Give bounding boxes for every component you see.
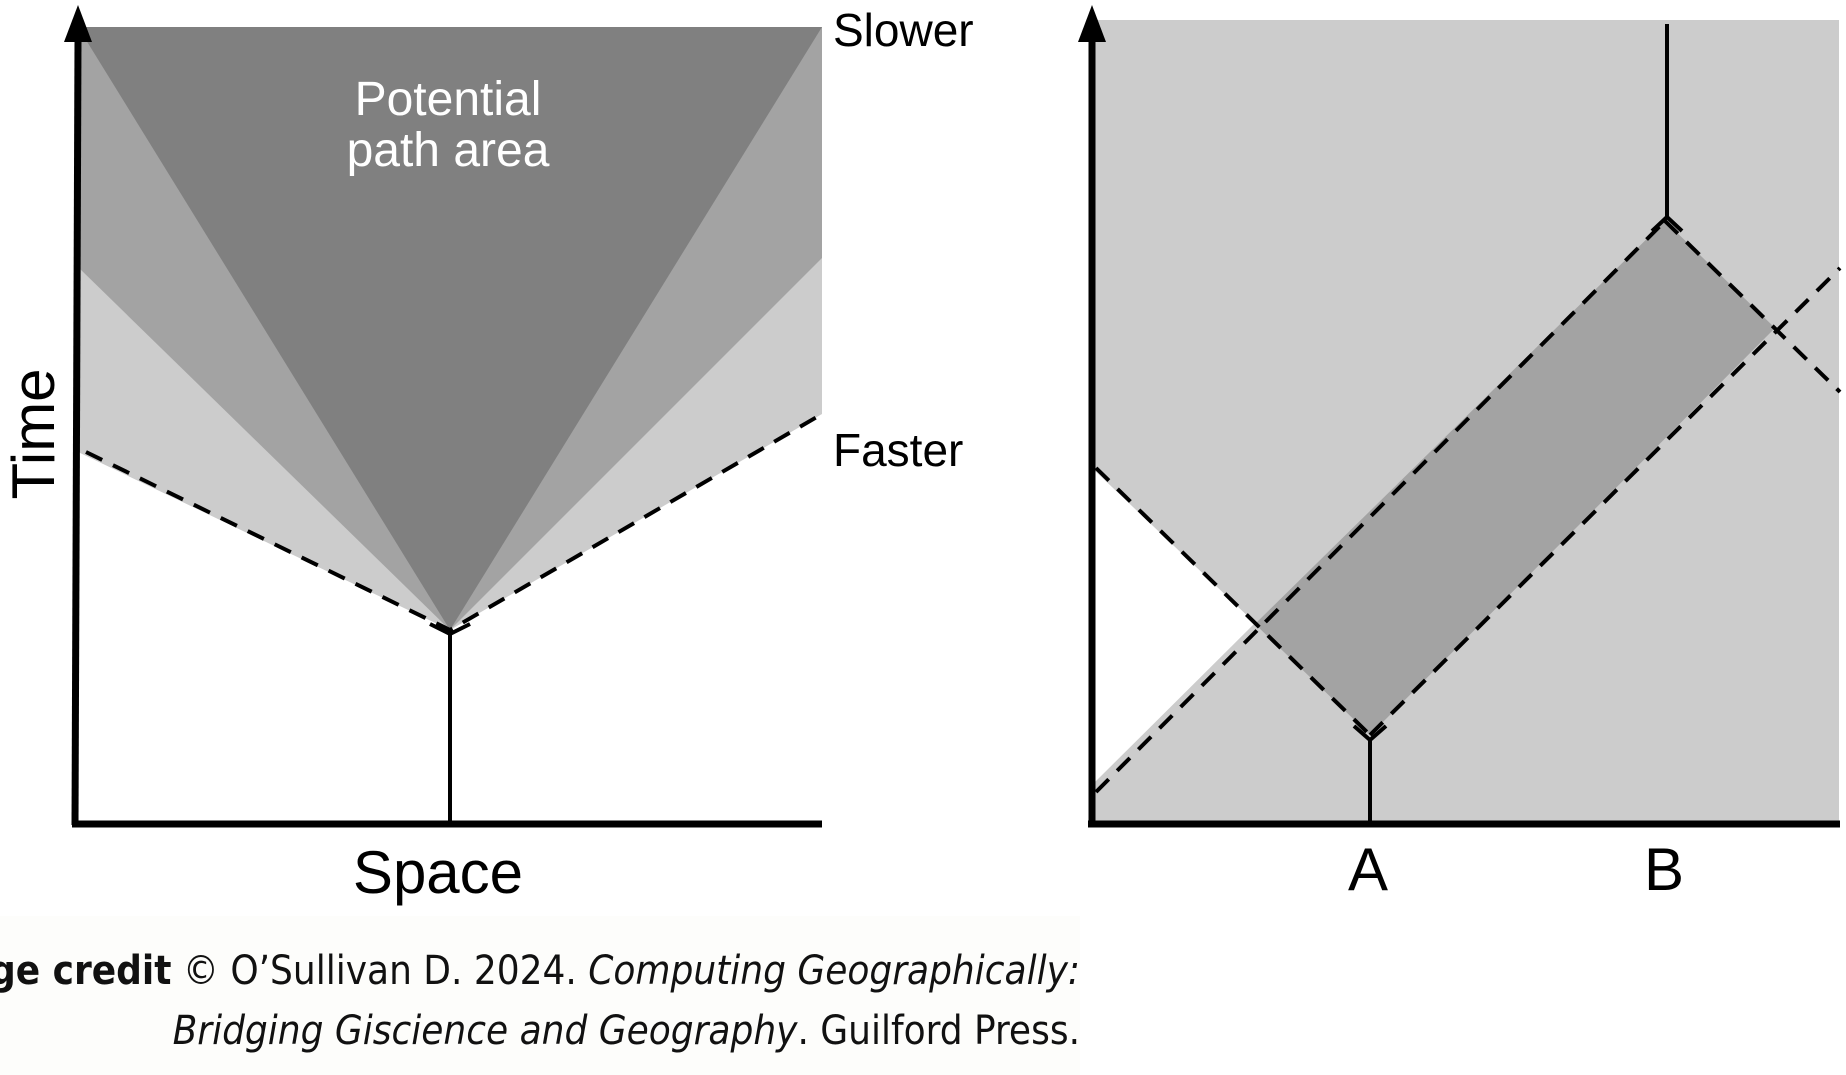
image-credit: Image credit © O’Sullivan D. 2024. Compu… (0, 916, 1080, 1075)
tick-label-b: B (1644, 836, 1684, 903)
path-a-branch-right (1368, 724, 1388, 742)
potential-path-area-region (78, 27, 822, 630)
cone-a-right-dashed (1368, 266, 1842, 737)
right-space-time-diagram: A B (1078, 5, 1842, 903)
time-axis-label: Time (0, 368, 67, 499)
cone-b-right-dashed (1663, 219, 1842, 394)
path-stalk-line (429, 622, 452, 822)
left-space-time-diagram: Potential path area Slower Faster Space … (0, 4, 974, 906)
path-a-branch-left (1352, 724, 1372, 742)
credit-title-part2: Bridging Giscience and Geography (172, 1008, 798, 1054)
center-label-line2: path area (347, 124, 550, 177)
left-y-axis (71, 39, 82, 826)
cone-b-left-dashed (1094, 219, 1667, 794)
path-stalk-branch (449, 622, 471, 636)
credit-title-part1: Computing Geographically: (588, 948, 1080, 994)
path-b-branch-left (1650, 215, 1669, 233)
faster-label: Faster (833, 424, 963, 476)
credit-line-1: Image credit © O’Sullivan D. 2024. Compu… (0, 940, 1080, 1002)
unreachable-region (1092, 468, 1255, 785)
credit-line-2: Bridging Giscience and Geography. Guilfo… (173, 1000, 1080, 1062)
right-y-axis-arrowhead (1078, 5, 1106, 42)
credit-citation: © O’Sullivan D. 2024. (182, 948, 589, 994)
left-y-axis-arrowhead (64, 5, 92, 42)
path-b-branch-right (1665, 215, 1684, 233)
tick-label-a: A (1348, 836, 1388, 903)
cone-a-left-dashed (1094, 466, 1372, 737)
credit-publisher: . Guilford Press. (797, 1008, 1080, 1054)
center-label-line1: Potential (355, 73, 542, 126)
faster-boundary-line (85, 412, 824, 633)
credit-bold-label: Image credit (0, 948, 172, 994)
space-axis-label: Space (353, 839, 523, 906)
slower-label: Slower (833, 4, 974, 56)
overlap-prism-region (1255, 221, 1775, 735)
